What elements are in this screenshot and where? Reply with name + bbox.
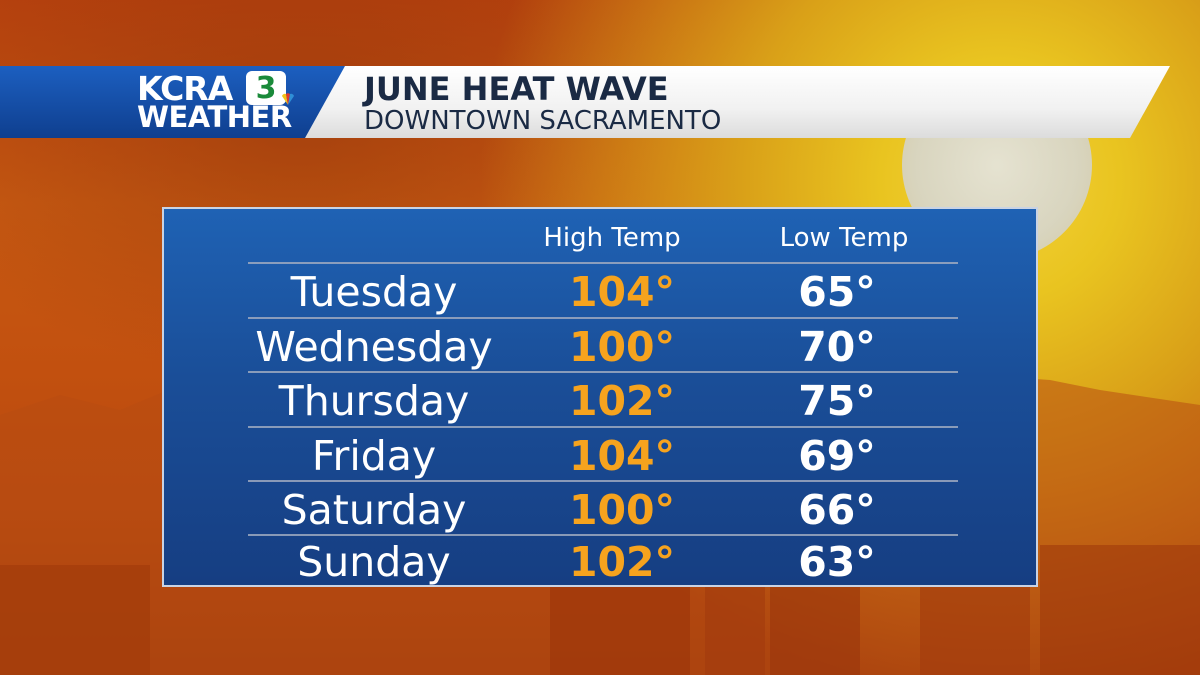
day-label: Friday: [311, 432, 437, 480]
row-divider: [248, 534, 958, 536]
high-temp-value: 102°: [568, 377, 676, 425]
high-temp-value: 104°: [568, 432, 676, 480]
day-label: Sunday: [297, 538, 451, 586]
page-title: JUNE HEAT WAVE: [364, 70, 669, 108]
table-row: Saturday 100° 66°: [164, 483, 1040, 537]
day-label: Tuesday: [290, 268, 458, 316]
low-temp-value: 75°: [798, 377, 876, 425]
day-label: Saturday: [281, 486, 467, 534]
title-strip: [300, 66, 1170, 138]
weather-logo-text: WEATHER: [137, 100, 292, 134]
high-temp-value: 104°: [568, 268, 676, 316]
forecast-table: High Temp Low Temp Tuesday 104° 65° Wedn…: [162, 207, 1038, 587]
row-divider: [248, 317, 958, 319]
channel-number-badge: 3: [246, 71, 286, 106]
table-row: Tuesday 104° 65°: [164, 265, 1040, 319]
column-header-low: Low Temp: [779, 223, 909, 253]
row-divider: [248, 426, 958, 428]
table-row: Wednesday 100° 70°: [164, 320, 1040, 374]
low-temp-value: 66°: [798, 486, 876, 534]
header-banner: KCRA 3 WEATHER JUNE HEAT WAVE DOWNTOWN S…: [0, 66, 1170, 138]
day-label: Thursday: [278, 377, 470, 425]
table-row: Thursday 102° 75°: [164, 374, 1040, 428]
table-row: Friday 104° 69°: [164, 429, 1040, 483]
row-divider: [248, 480, 958, 482]
nbc-peacock-icon: [282, 93, 294, 105]
station-logo-text: KCRA: [137, 69, 233, 108]
low-temp-value: 70°: [798, 323, 876, 371]
low-temp-value: 65°: [798, 268, 876, 316]
column-header-high: High Temp: [543, 223, 681, 253]
low-temp-value: 63°: [798, 538, 876, 586]
high-temp-value: 100°: [568, 323, 676, 371]
page-subtitle: DOWNTOWN SACRAMENTO: [364, 106, 722, 136]
low-temp-value: 69°: [798, 432, 876, 480]
table-row: Sunday 102° 63°: [164, 535, 1040, 589]
high-temp-value: 102°: [568, 538, 676, 586]
day-label: Wednesday: [255, 323, 493, 371]
row-divider: [248, 262, 958, 264]
row-divider: [248, 371, 958, 373]
high-temp-value: 100°: [568, 486, 676, 534]
